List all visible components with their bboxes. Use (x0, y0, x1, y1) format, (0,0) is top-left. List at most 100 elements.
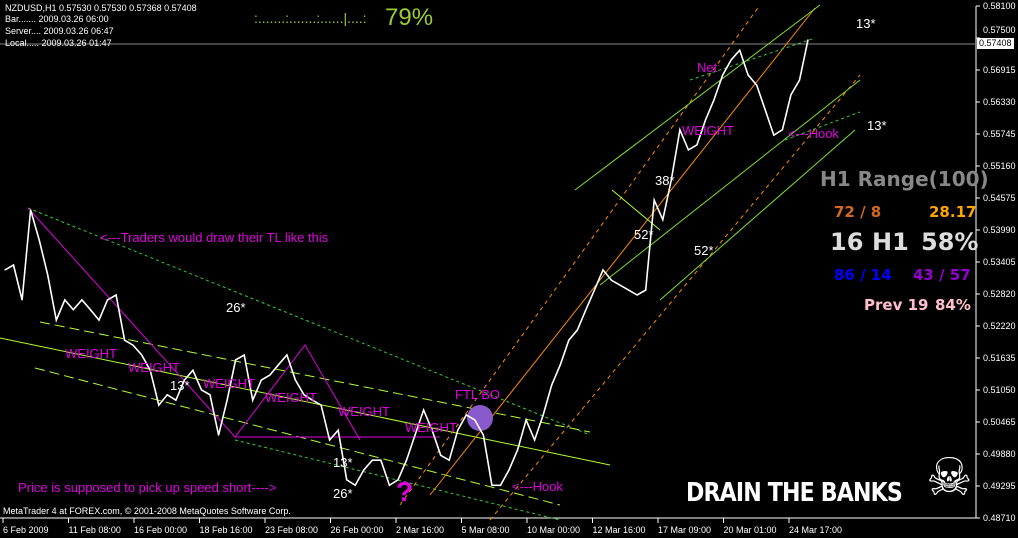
price-point (781, 129, 783, 131)
price-point (47, 274, 49, 276)
annotation-ftl-bo: FTL BO (455, 387, 501, 402)
y-tick-label: 0.49880 (983, 449, 1016, 459)
price-point (482, 434, 484, 436)
y-tick-label: 0.52820 (983, 289, 1016, 299)
copyright: MetaTrader 4 at FOREX.com, © 2001-2008 M… (3, 506, 291, 516)
price-point (363, 469, 365, 471)
banner-text: DRAIN THE BANKS (686, 478, 903, 508)
x-tick-label: 5 Mar 08:00 (461, 525, 510, 535)
x-tick-label: 24 Mar 17:00 (789, 525, 843, 535)
price-point (798, 79, 801, 81)
y-tick-label: 0.57500 (983, 25, 1016, 35)
y-tick-label: 0.53990 (983, 225, 1016, 235)
price-point (12, 264, 15, 266)
price-point (585, 309, 587, 311)
price-point (311, 399, 314, 401)
price-point (534, 439, 536, 441)
stats-prev-pct: 84% (935, 296, 971, 314)
ftl-bo-marker (467, 405, 493, 431)
price-point (106, 299, 109, 301)
price-point (337, 429, 339, 431)
price-point (115, 294, 117, 296)
price-point (542, 414, 544, 416)
price-point (141, 354, 143, 356)
price-point (132, 344, 134, 346)
y-tick-label: 0.48710 (983, 513, 1016, 523)
annotation-traders: <---Traders would draw their TL like thi… (100, 230, 329, 245)
price-point (243, 354, 245, 356)
price-point (4, 269, 6, 271)
price-point (508, 469, 510, 471)
x-tick-label: 12 Mar 16:00 (592, 525, 646, 535)
annotation-13: 13* (867, 118, 887, 133)
price-point (516, 449, 519, 451)
price-point (474, 419, 476, 421)
price-point (568, 339, 570, 341)
annotation-net: Net (697, 60, 718, 75)
y-tick-label: 0.56915 (983, 65, 1016, 75)
x-tick-label: 11 Feb 08:00 (68, 525, 121, 535)
price-point (713, 99, 715, 101)
annotation-speed: Price is supposed to pick up speed short… (18, 480, 277, 495)
price-point (593, 289, 596, 291)
price-point (388, 484, 391, 486)
price-point (89, 309, 92, 311)
price-point (551, 384, 553, 386)
net-line (689, 37, 816, 81)
price-point (704, 119, 707, 121)
annotation-question: ? (396, 476, 414, 507)
annotation-26: 26* (226, 300, 246, 315)
bar-progress: :.......:.......:......|....: (254, 10, 367, 26)
price-point (320, 404, 322, 406)
price-point (158, 404, 160, 406)
price-point (491, 484, 493, 486)
price-point (217, 434, 220, 436)
price-point (636, 294, 638, 296)
price-point (747, 74, 749, 76)
price-point (192, 369, 194, 371)
price-point (525, 419, 527, 421)
price-point (98, 319, 100, 321)
y-tick-label: 0.55160 (983, 161, 1016, 171)
price-point (183, 379, 185, 381)
x-tick-label: 2 Mar 16:00 (396, 525, 445, 535)
price-point (670, 179, 672, 181)
annotation-13: 13* (170, 378, 190, 393)
y-tick-label: 0.53405 (983, 257, 1016, 267)
price-point (628, 289, 630, 291)
y-tick-label: 0.50465 (983, 417, 1016, 427)
price-point (55, 319, 57, 321)
x-tick-label: 6 Feb 2009 (3, 525, 49, 535)
price-point (123, 339, 126, 341)
price-point (209, 394, 211, 396)
price-point (354, 484, 356, 486)
annotation-hook: <---Hook (788, 126, 839, 141)
stats-b: 28.17 (929, 203, 977, 221)
price-point (687, 149, 690, 151)
price-point (465, 414, 467, 416)
price-series-line (4, 39, 809, 487)
annotation-52: 52* (694, 243, 714, 258)
channel-upper (39, 321, 591, 433)
y-tick-label: 0.58100 (983, 1, 1016, 11)
x-tick-label: 18 Feb 16:00 (199, 525, 253, 535)
price-point (21, 299, 23, 301)
trendline-lower (234, 439, 561, 521)
price-point (440, 454, 442, 456)
price-point (431, 429, 433, 431)
annotation-13: 13* (856, 16, 876, 31)
stats-a: 72 / 8 (834, 203, 882, 221)
x-tick-label: 26 Feb 00:00 (330, 525, 384, 535)
price-point (414, 434, 416, 436)
annotation-26: 26* (333, 486, 353, 501)
price-point (235, 359, 237, 361)
bar-time: Bar....... 2009.03.26 06:00 (5, 14, 109, 24)
price-point (457, 429, 459, 431)
x-tick-label: 20 Mar 01:00 (723, 525, 777, 535)
annotation-weight: WEIGHT (405, 420, 457, 435)
price-point (576, 329, 578, 331)
price-point (294, 379, 297, 381)
stats-c2: H1 (872, 228, 909, 256)
